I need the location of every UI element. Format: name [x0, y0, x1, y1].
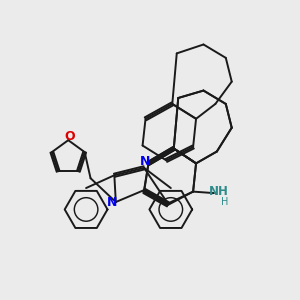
Text: O: O — [64, 130, 75, 143]
Text: N: N — [140, 155, 150, 168]
Text: H: H — [221, 197, 229, 207]
Text: N: N — [107, 196, 117, 208]
Text: NH: NH — [208, 185, 228, 198]
